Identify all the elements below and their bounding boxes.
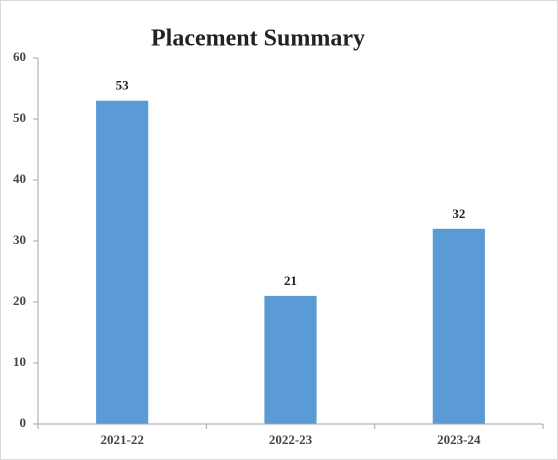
y-tick-label: 10 (13, 354, 26, 369)
y-tick-label: 20 (13, 293, 26, 308)
y-tick-label: 30 (13, 232, 26, 247)
chart-title: Placement Summary (151, 26, 365, 52)
x-tick-label: 2022-23 (269, 432, 313, 447)
data-label: 32 (452, 206, 465, 221)
data-label: 53 (116, 78, 130, 93)
y-tick-label: 0 (20, 415, 27, 430)
bar (96, 100, 149, 424)
y-tick-label: 50 (13, 110, 26, 125)
y-tick-label: 60 (13, 49, 26, 64)
data-label: 21 (284, 273, 297, 288)
x-tick-label: 2021-22 (100, 432, 143, 447)
bar (432, 228, 485, 424)
y-tick-label: 40 (13, 171, 26, 186)
x-tick-label: 2023-24 (437, 432, 481, 447)
bar (264, 295, 317, 424)
